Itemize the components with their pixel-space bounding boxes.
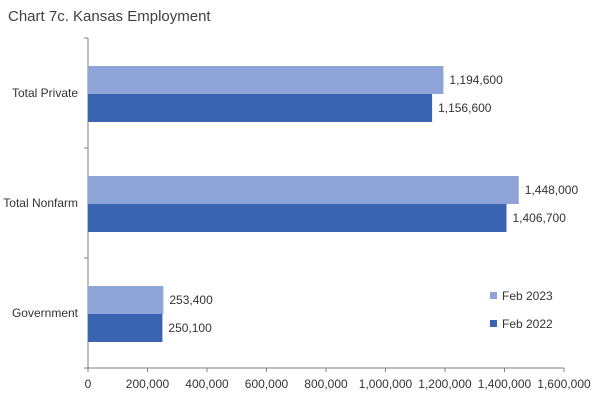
bar [88,204,507,232]
x-tick-label: 1,200,000 [418,377,472,391]
legend-label: Feb 2022 [502,317,553,331]
category-label: Total Nonfarm [3,196,78,210]
bar [88,66,444,94]
bar [88,176,519,204]
x-tick-label: 800,000 [304,377,348,391]
bar [88,94,433,122]
legend-label: Feb 2023 [502,289,553,303]
data-label: 1,448,000 [525,183,579,197]
data-label: 1,156,600 [438,101,492,115]
x-tick-label: 1,600,000 [537,377,591,391]
category-label: Total Private [12,86,78,100]
bar [88,314,163,342]
legend-swatch [490,320,497,327]
data-label: 1,194,600 [449,73,503,87]
legend-swatch [490,292,497,299]
x-tick-label: 400,000 [185,377,229,391]
x-tick-label: 600,000 [245,377,289,391]
x-tick-label: 1,000,000 [359,377,413,391]
data-label: 1,406,700 [512,211,566,225]
x-tick-label: 0 [85,377,92,391]
data-label: 253,400 [169,293,213,307]
chart-title: Chart 7c. Kansas Employment [8,8,211,25]
x-tick-label: 200,000 [126,377,170,391]
data-label: 250,100 [168,321,212,335]
x-tick-label: 1,400,000 [478,377,532,391]
category-label: Government [12,306,79,320]
bar [88,286,164,314]
